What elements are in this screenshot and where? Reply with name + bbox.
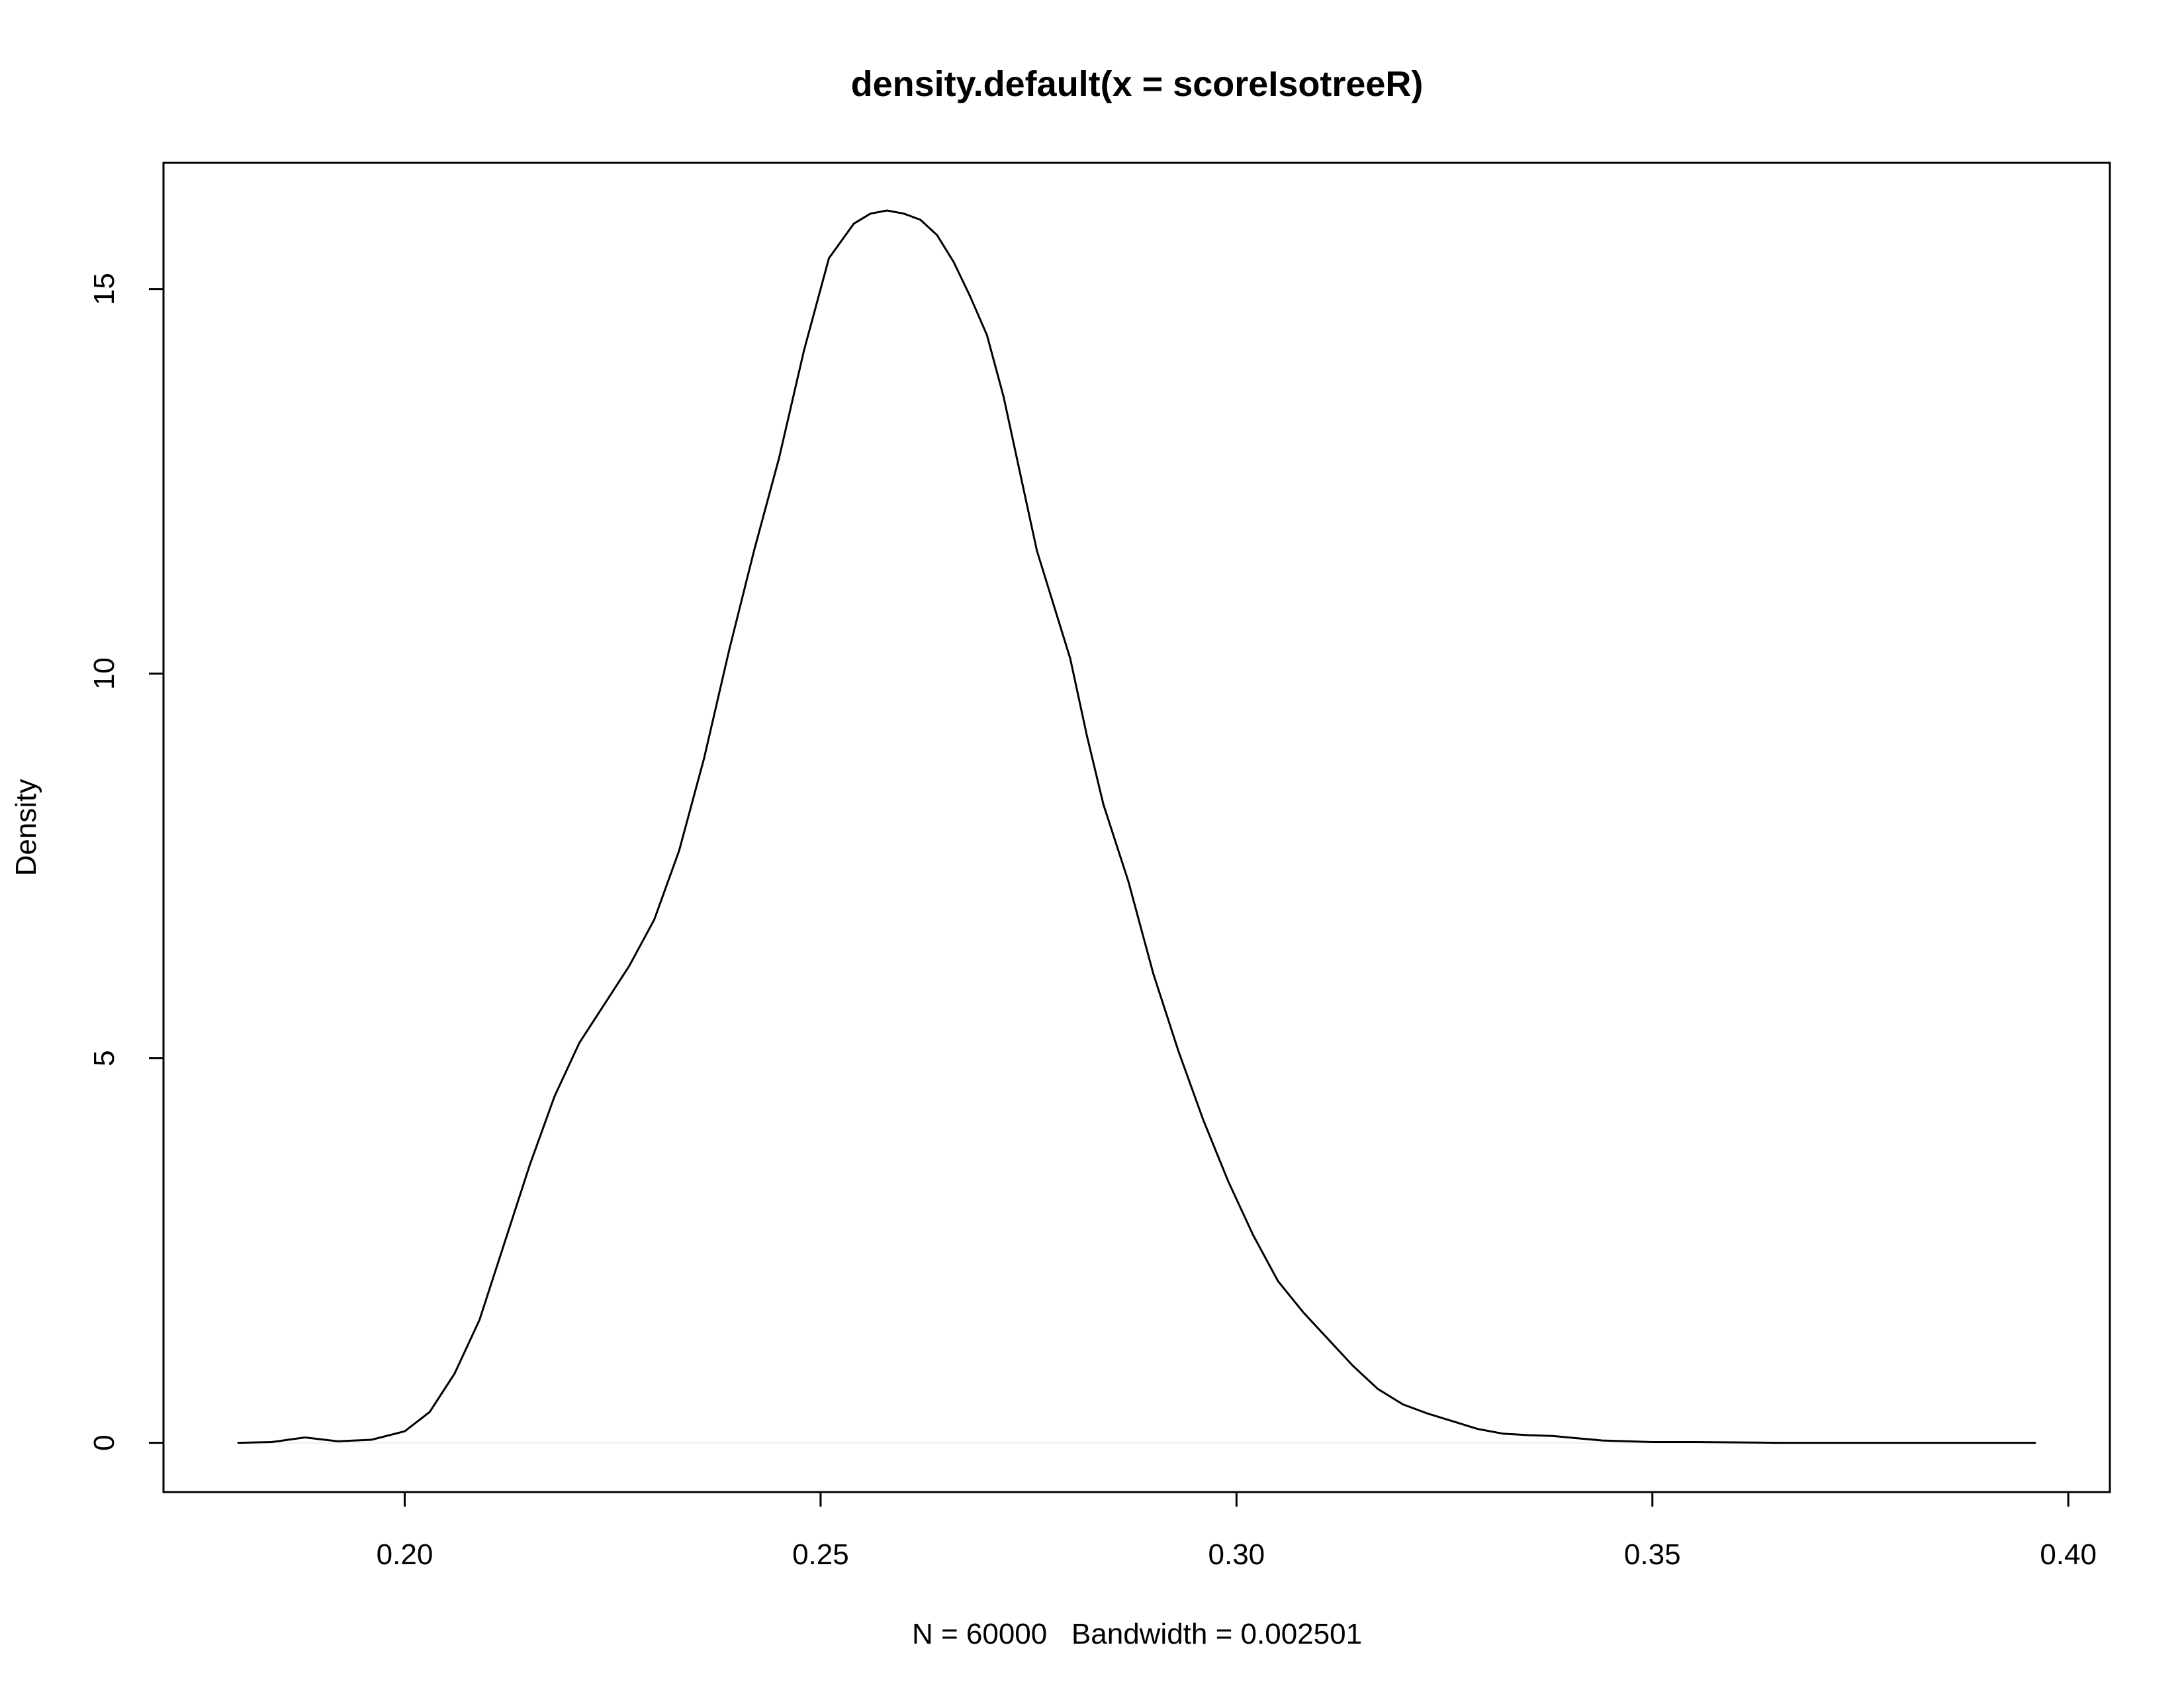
y-tick-label: 5: [88, 1050, 120, 1066]
x-tick-label: 0.25: [792, 1538, 849, 1571]
x-tick-label: 0.20: [377, 1538, 433, 1571]
x-axis: 0.20 0.25 0.30 0.35 0.40: [377, 1491, 2097, 1571]
x-tick-label: 0.40: [2040, 1538, 2097, 1571]
x-axis-label: N = 60000 Bandwidth = 0.002501: [912, 1618, 1362, 1650]
y-axis-label: Density: [10, 779, 42, 876]
density-curve-line: [237, 209, 2036, 1444]
chart-title: density.default(x = scoreIsotreeR): [851, 64, 1424, 104]
plot-frame: [162, 162, 2111, 1493]
y-tick-label: 0: [88, 1434, 120, 1450]
y-tick-label: 10: [88, 657, 120, 690]
y-tick-label: 15: [88, 273, 120, 305]
x-tick-label: 0.30: [1208, 1538, 1265, 1571]
y-axis: 0 5 10 15: [88, 273, 165, 1451]
x-tick-label: 0.35: [1624, 1538, 1681, 1571]
